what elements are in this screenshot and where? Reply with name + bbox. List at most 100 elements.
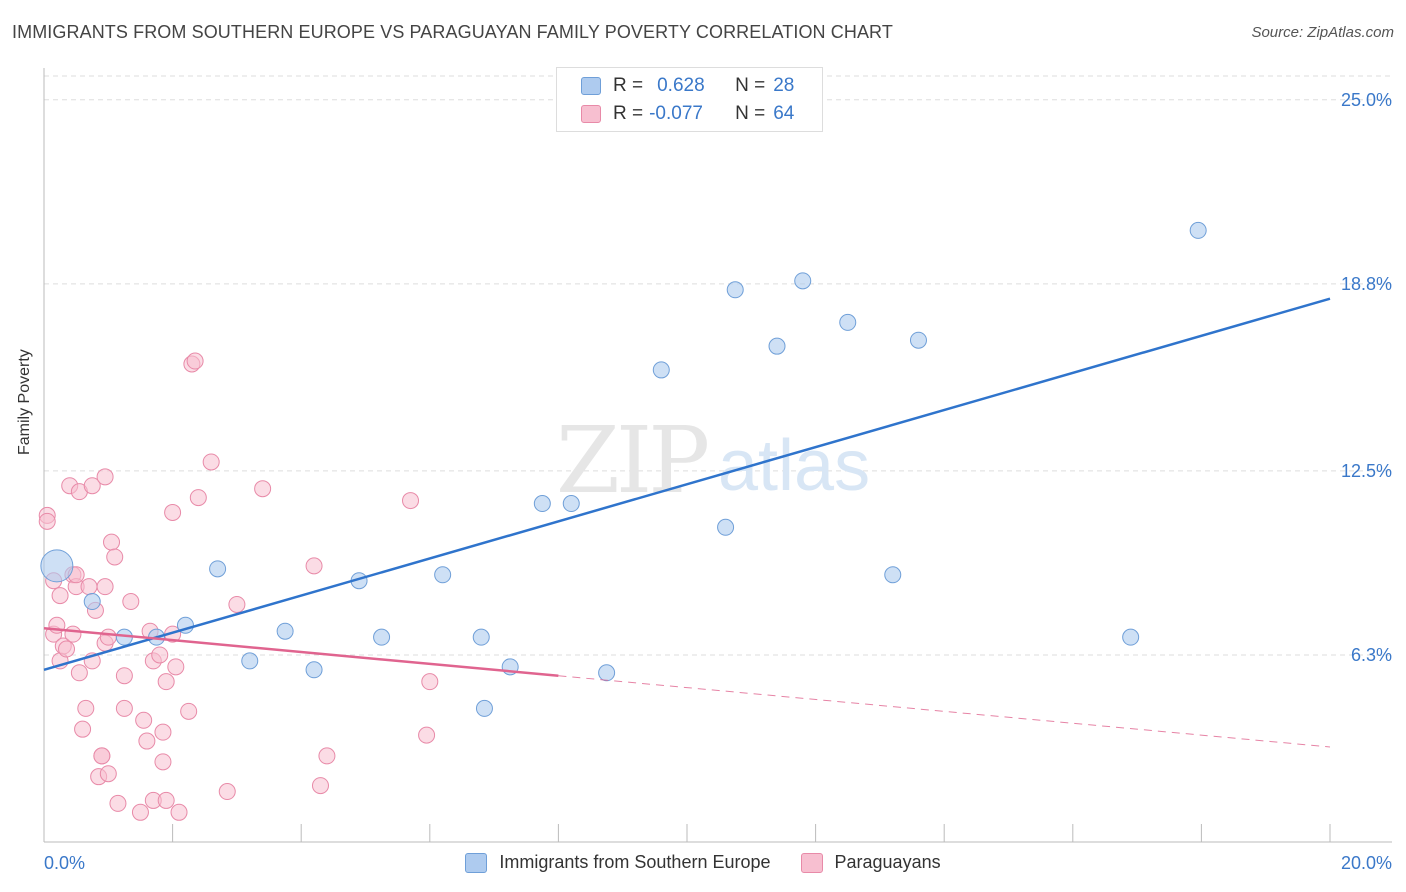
southern-europe-trendline — [43, 297, 1331, 671]
n-value: 28 — [773, 75, 795, 96]
series-legend: Immigrants from Southern Europe Paraguay… — [0, 852, 1406, 873]
axes — [43, 68, 1392, 843]
r-label: R = — [613, 103, 644, 124]
southern-europe-point — [909, 331, 927, 349]
legend-label: Immigrants from Southern Europe — [499, 852, 771, 872]
paraguayans-point — [138, 732, 156, 750]
legend-row-southern-europe: R = 0.628 N = 28 — [581, 73, 794, 99]
paraguayans-point — [157, 791, 175, 809]
paraguayans-point — [115, 699, 133, 717]
legend-item-paraguayans: Paraguayans — [800, 852, 941, 873]
paraguayans-point — [80, 578, 98, 596]
trend-lines — [43, 297, 1331, 748]
paraguayans-point — [305, 557, 323, 575]
paraguayans-point — [135, 711, 153, 729]
paraguayans-point — [186, 352, 204, 370]
southern-europe-point — [717, 518, 735, 536]
paraguayans-point — [154, 753, 172, 771]
paraguayans-point — [77, 699, 95, 717]
tick-labels: 6.3% 12.5% 18.8% 25.0% 0.0% 20.0% — [44, 90, 1392, 873]
paraguayans-point — [106, 548, 124, 566]
paraguayans-point — [131, 803, 149, 821]
paraguayans-point — [151, 646, 169, 664]
paraguayans-point — [99, 628, 117, 646]
paraguayans-point — [38, 512, 56, 530]
x-tick-label: 20.0% — [1341, 853, 1392, 873]
southern-europe-point — [1122, 628, 1140, 646]
paraguayans-point — [109, 794, 127, 812]
paraguayans-point — [93, 747, 111, 765]
paraguayans-point — [202, 453, 220, 471]
southern-europe-point — [305, 661, 323, 679]
r-value: 0.628 — [657, 75, 705, 96]
paraguayans-point — [421, 673, 439, 691]
chart-title: IMMIGRANTS FROM SOUTHERN EUROPE VS PARAG… — [12, 22, 893, 42]
paraguayans-point — [96, 578, 114, 596]
southern-europe-point — [839, 313, 857, 331]
y-axis-label: Family Poverty — [16, 349, 33, 455]
paraguayans-point — [74, 720, 92, 738]
southern-europe-point — [276, 622, 294, 640]
southern-europe-point — [562, 495, 580, 513]
n-label: N = — [735, 103, 766, 124]
paraguayans-point — [64, 625, 82, 643]
southern-europe-point — [373, 628, 391, 646]
paraguayans-point — [189, 489, 207, 507]
paraguayans-point — [51, 587, 69, 605]
correlation-legend: R = 0.628 N = 28 R = -0.077 N = 64 — [556, 67, 823, 132]
paraguayans-point — [164, 503, 182, 521]
paraguayans-point — [83, 477, 101, 495]
paraguayans-point — [96, 468, 114, 486]
southern-europe-point — [83, 593, 101, 611]
pink-swatch — [581, 105, 601, 123]
southern-europe-point — [652, 361, 670, 379]
blue-swatch — [581, 77, 601, 95]
paraguayans-point — [228, 595, 246, 613]
legend-row-paraguayans: R = -0.077 N = 64 — [581, 101, 794, 127]
blue-swatch — [465, 852, 488, 873]
paraguayans-point — [218, 783, 236, 801]
southern-europe-point — [884, 566, 902, 584]
southern-europe-point — [1189, 221, 1207, 239]
source-label: Source: ZipAtlas.com — [1251, 24, 1394, 41]
watermark: ZIP atlas — [556, 407, 870, 514]
southern-europe-point — [475, 699, 493, 717]
southern-europe-point — [726, 281, 744, 299]
paraguayans-point — [254, 480, 272, 498]
paraguayans-point — [311, 777, 329, 795]
n-label: N = — [735, 75, 766, 96]
paraguayans-trendline-extension — [558, 675, 1331, 748]
southern-europe-point — [434, 566, 452, 584]
southern-europe-point — [40, 549, 74, 583]
paraguayans-point — [318, 747, 336, 765]
paraguayans-point — [154, 723, 172, 741]
southern-europe-point — [533, 495, 551, 513]
gridlines — [44, 75, 1392, 656]
paraguayans-point — [115, 667, 133, 685]
southern-europe-point — [768, 337, 786, 355]
paraguayans-point — [103, 533, 121, 551]
r-value: -0.077 — [649, 103, 703, 124]
paraguayans-point — [180, 702, 198, 720]
y-tick-label: 12.5% — [1341, 461, 1392, 481]
southern-europe-point — [794, 272, 812, 290]
y-tick-label: 25.0% — [1341, 90, 1392, 110]
x-tick-label: 0.0% — [44, 853, 85, 873]
n-value: 64 — [773, 103, 795, 124]
watermark-zip: ZIP — [556, 407, 707, 514]
y-tick-label: 6.3% — [1351, 645, 1392, 665]
southern-europe-point — [598, 664, 616, 682]
paraguayans-points — [38, 352, 439, 821]
paraguayans-point — [170, 803, 188, 821]
paraguayans-point — [167, 658, 185, 676]
r-label: R = — [613, 75, 644, 96]
paraguayans-point — [418, 726, 436, 744]
paraguayans-point — [70, 664, 88, 682]
southern-europe-point — [209, 560, 227, 578]
y-tick-label: 18.8% — [1341, 274, 1392, 294]
paraguayans-point — [99, 765, 117, 783]
legend-label: Paraguayans — [834, 852, 941, 872]
paraguayans-trendline — [43, 626, 559, 677]
paraguayans-point — [157, 673, 175, 691]
